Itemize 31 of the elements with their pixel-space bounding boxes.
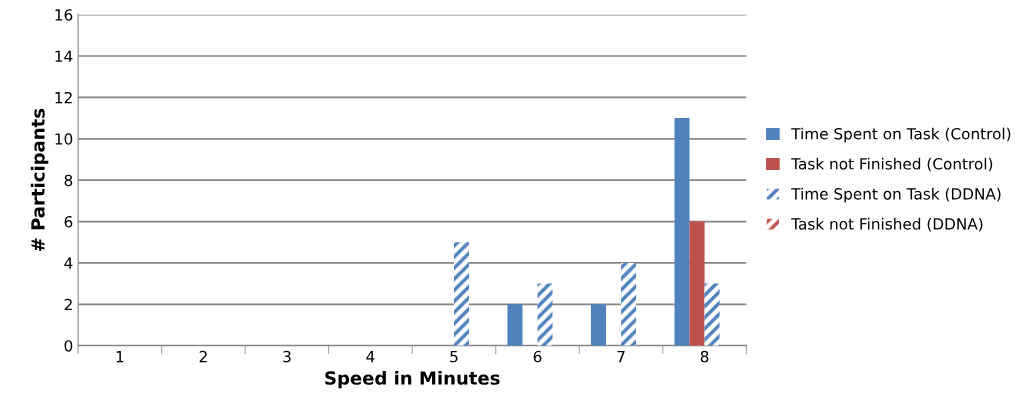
bar (689, 221, 705, 346)
x-tick-label: 3 (283, 350, 291, 363)
y-tick-label: 10 (55, 133, 73, 145)
x-tick-label: 7 (617, 351, 625, 363)
legend-label: Time Spent on Task (DDNA) (791, 187, 1001, 203)
bar (507, 304, 523, 346)
y-tick-label: 0 (64, 340, 73, 352)
legend-label: Task not Finished (Control) (791, 157, 993, 172)
y-tick-label: 16 (55, 9, 73, 21)
bar (621, 262, 637, 346)
bar (590, 304, 607, 346)
y-axis-title: # Participants (30, 108, 49, 252)
x-tick-label: 2 (199, 350, 207, 363)
x-tick-label: 1 (116, 351, 124, 363)
y-tick-label: 4 (64, 257, 73, 269)
bar (537, 283, 553, 346)
legend-label: Time Spent on Task (Control) (791, 127, 1011, 143)
bar (704, 283, 720, 346)
x-axis-title: Speed in Minutes (325, 370, 500, 389)
y-tick-label: 2 (64, 298, 72, 311)
x-tick-label: 6 (533, 350, 542, 363)
bar (674, 118, 690, 346)
y-tick-label: 14 (55, 50, 73, 62)
x-tick-label: 8 (700, 350, 709, 363)
bar (453, 242, 470, 346)
y-tick-label: 8 (64, 174, 73, 187)
y-tick-label: 6 (64, 216, 73, 228)
x-tick-label: 4 (366, 351, 375, 363)
legend-label: Task not Finished (DDNA) (791, 217, 983, 232)
x-tick-label: 5 (450, 351, 458, 363)
y-tick-label: 12 (55, 91, 72, 104)
